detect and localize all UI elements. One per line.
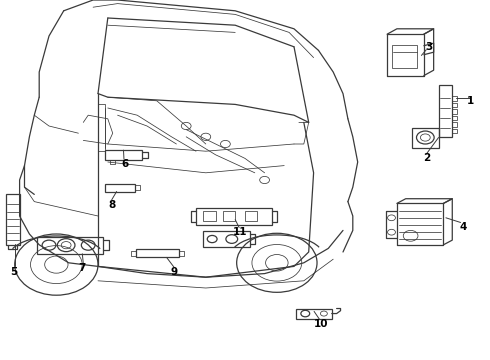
- Text: 4: 4: [459, 222, 467, 232]
- Text: 3: 3: [425, 42, 432, 52]
- Bar: [245, 211, 257, 221]
- Text: 9: 9: [171, 267, 177, 277]
- Bar: [452, 96, 457, 101]
- Text: 5: 5: [10, 267, 17, 277]
- Bar: [452, 129, 457, 133]
- Text: 7: 7: [78, 263, 86, 273]
- Bar: [136, 249, 179, 257]
- Bar: [223, 211, 235, 221]
- Bar: [452, 122, 457, 127]
- Bar: [196, 208, 272, 225]
- Bar: [296, 309, 332, 319]
- Bar: [439, 85, 452, 137]
- Text: 8: 8: [108, 200, 115, 210]
- Bar: [392, 45, 417, 68]
- Bar: [452, 103, 457, 107]
- Text: 10: 10: [314, 319, 328, 329]
- Bar: [105, 150, 142, 160]
- Bar: [6, 194, 20, 245]
- Bar: [452, 109, 457, 114]
- Text: 2: 2: [423, 153, 430, 163]
- Bar: [203, 211, 216, 221]
- Bar: [37, 237, 103, 254]
- Bar: [412, 128, 439, 148]
- Text: 6: 6: [122, 159, 128, 169]
- Text: 1: 1: [467, 96, 474, 106]
- Bar: [105, 184, 135, 192]
- Text: 11: 11: [233, 227, 247, 237]
- Bar: [452, 116, 457, 120]
- Bar: [98, 104, 105, 151]
- Bar: [203, 231, 250, 247]
